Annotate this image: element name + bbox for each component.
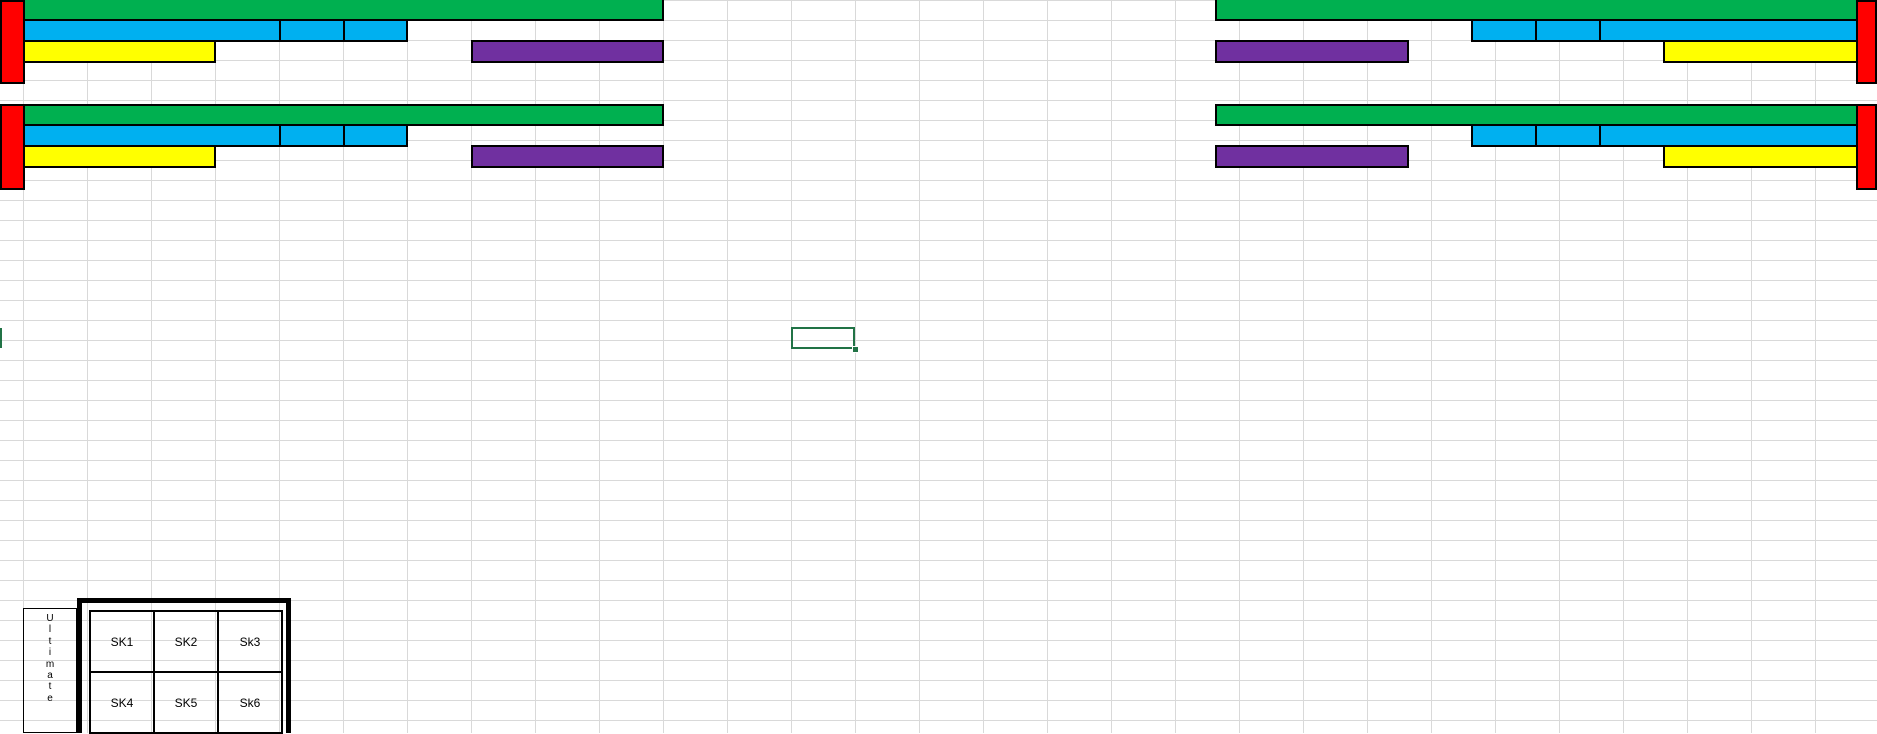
blue-bar: [23, 124, 408, 147]
active-cell-selection[interactable]: [791, 327, 855, 349]
fill-handle[interactable]: [852, 346, 859, 353]
yellow-bar: [1663, 145, 1858, 168]
ultimate-letter: t: [48, 681, 52, 693]
purple-bar: [1215, 40, 1409, 63]
green-bar: [1215, 0, 1858, 21]
yellow-bar: [23, 40, 216, 63]
green-bar: [23, 104, 664, 126]
skill-cell[interactable]: SK1: [90, 611, 154, 672]
skill-cell[interactable]: Sk3: [218, 611, 282, 672]
yellow-bar: [1663, 40, 1858, 63]
skill-cell[interactable]: SK2: [154, 611, 218, 672]
purple-bar: [471, 145, 664, 168]
skill-grid: SK1 SK2 Sk3 SK4 SK5 Sk6: [89, 610, 283, 734]
purple-bar: [1215, 145, 1409, 168]
ultimate-letter: a: [47, 670, 53, 682]
skill-cell[interactable]: SK5: [154, 672, 218, 733]
active-row-marker: [0, 328, 2, 348]
purple-bar: [471, 40, 664, 63]
ultimate-letter: m: [45, 658, 55, 670]
ultimate-letter: t: [48, 635, 52, 647]
ultimate-letter: U: [46, 613, 54, 624]
ultimate-letter: l: [48, 624, 52, 636]
yellow-bar: [23, 145, 216, 168]
ultimate-letter: i: [48, 647, 52, 659]
red-marker-bar: [0, 0, 25, 84]
skill-table-frame: SK1 SK2 Sk3 SK4 SK5 Sk6: [77, 598, 291, 734]
skill-cell[interactable]: SK4: [90, 672, 154, 733]
red-marker-bar: [1856, 104, 1877, 190]
skill-cell[interactable]: Sk6: [218, 672, 282, 733]
blue-bar: [1471, 19, 1858, 42]
red-marker-bar: [0, 104, 25, 190]
green-bar: [1215, 104, 1858, 126]
ultimate-label-box: U l t i m a t e: [23, 608, 77, 733]
green-bar: [23, 0, 664, 21]
ultimate-letter: e: [47, 692, 53, 704]
red-marker-bar: [1856, 0, 1877, 84]
blue-bar: [23, 19, 408, 42]
blue-bar: [1471, 124, 1858, 147]
